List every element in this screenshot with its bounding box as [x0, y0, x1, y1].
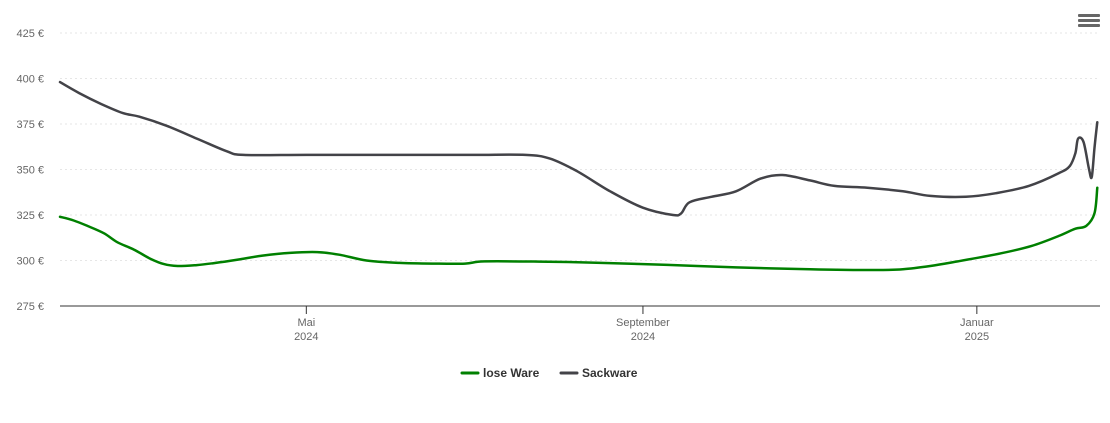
y-tick-label: 300 €: [16, 256, 44, 268]
x-tick-year: 2024: [631, 331, 655, 343]
y-tick-label: 375 €: [16, 119, 44, 131]
x-tick-month: September: [616, 317, 670, 329]
series-line-1[interactable]: [58, 80, 1099, 217]
y-tick-label: 275 €: [16, 301, 44, 313]
x-tick-month: Januar: [960, 317, 994, 329]
y-tick-label: 325 €: [16, 210, 44, 222]
x-axis: Mai 2024 September 2024 Januar 2025: [60, 305, 1100, 343]
series-lines: [58, 80, 1099, 272]
x-tick-month: Mai: [297, 317, 315, 329]
x-tick-year: 2025: [965, 331, 989, 343]
legend-label-0[interactable]: lose Ware: [483, 366, 540, 380]
y-tick-label: 350 €: [16, 165, 44, 177]
hamburger-menu-icon[interactable]: [1078, 12, 1100, 32]
y-axis: 275 € 300 € 325 € 350 € 375 € 400 € 425 €: [16, 28, 44, 313]
legend-label-1[interactable]: Sackware: [582, 366, 638, 380]
series-line-0[interactable]: [58, 186, 1099, 272]
y-tick-label: 425 €: [16, 28, 44, 40]
legend: lose Ware Sackware: [460, 366, 638, 380]
grid-lines: [60, 32, 1100, 261]
y-tick-label: 400 €: [16, 74, 44, 86]
x-tick-year: 2024: [294, 331, 318, 343]
